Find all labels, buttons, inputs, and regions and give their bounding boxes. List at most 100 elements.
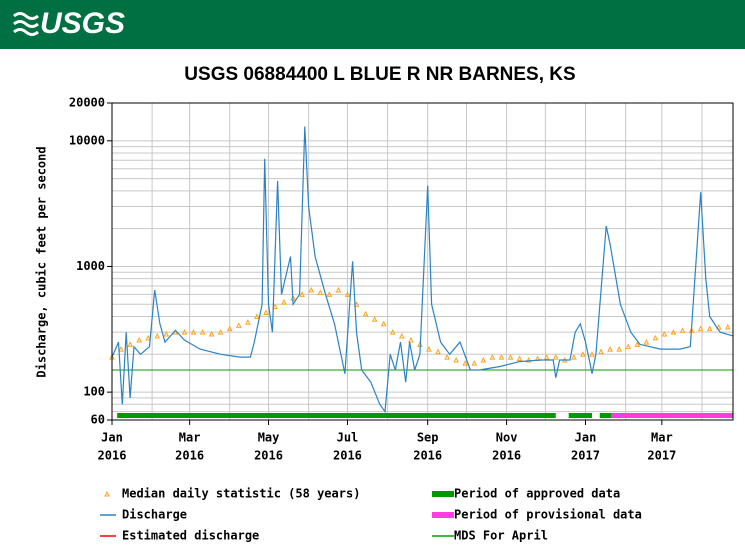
logo-waves bbox=[13, 12, 39, 36]
median-point bbox=[145, 334, 152, 341]
median-point bbox=[344, 291, 351, 297]
median-point bbox=[435, 348, 441, 355]
median-point bbox=[616, 345, 622, 352]
median-point bbox=[516, 355, 523, 362]
median-point bbox=[525, 356, 532, 363]
median-point bbox=[398, 332, 405, 339]
median-point bbox=[199, 329, 206, 335]
x-tick-label: Jul bbox=[337, 431, 359, 445]
median-point bbox=[163, 330, 170, 337]
x-tick-label: Mar bbox=[179, 431, 201, 445]
y-tick-label: 100 bbox=[83, 385, 105, 399]
median-point bbox=[299, 291, 305, 297]
median-point bbox=[489, 353, 496, 360]
median-point bbox=[715, 323, 722, 330]
median-point bbox=[308, 286, 315, 293]
median-point bbox=[670, 329, 677, 335]
x-tick-label: 2016 bbox=[175, 449, 204, 463]
median-point bbox=[154, 332, 161, 339]
median-point bbox=[208, 330, 215, 337]
median-point bbox=[127, 341, 133, 347]
median-point bbox=[598, 348, 604, 355]
period-bar bbox=[117, 413, 556, 418]
y-tick-label: 20000 bbox=[69, 96, 105, 110]
median-point bbox=[190, 329, 197, 335]
plot-frame bbox=[111, 102, 734, 421]
x-tick-label: Mar bbox=[651, 431, 673, 445]
median-point bbox=[706, 325, 713, 332]
x-tick-label: Sep bbox=[417, 431, 439, 445]
legend-label: MDS For April bbox=[454, 529, 548, 543]
median-point bbox=[643, 339, 650, 345]
median-point bbox=[607, 345, 613, 352]
y-tick-label: 60 bbox=[91, 413, 105, 427]
median-point bbox=[507, 353, 514, 360]
median-point bbox=[625, 343, 632, 350]
median-point bbox=[408, 336, 414, 343]
legend-marker bbox=[104, 490, 110, 497]
median-point bbox=[634, 341, 641, 347]
median-point bbox=[281, 299, 287, 305]
median-point bbox=[652, 334, 659, 341]
median-point bbox=[235, 322, 242, 328]
median-point bbox=[226, 325, 233, 332]
median-point bbox=[362, 310, 369, 317]
x-tick-label: 2016 bbox=[98, 449, 127, 463]
median-point bbox=[254, 313, 260, 319]
median-point bbox=[335, 286, 342, 293]
logo-text: USGS bbox=[40, 7, 125, 40]
median-point bbox=[480, 356, 487, 363]
x-tick-label: 2016 bbox=[254, 449, 283, 463]
x-tick-label: Nov bbox=[496, 431, 518, 445]
discharge-line bbox=[111, 126, 734, 414]
median-point bbox=[317, 289, 324, 296]
legend-label: Discharge bbox=[122, 508, 187, 522]
y-tick-label: 10000 bbox=[69, 133, 105, 147]
median-point bbox=[679, 327, 686, 333]
x-tick-label: 2016 bbox=[333, 449, 362, 463]
period-bar bbox=[568, 413, 592, 418]
median-point bbox=[371, 316, 378, 322]
median-point bbox=[571, 353, 577, 360]
period-bar bbox=[599, 413, 612, 418]
x-tick-label: 2017 bbox=[647, 449, 676, 463]
median-point bbox=[389, 329, 396, 335]
median-point bbox=[580, 351, 586, 357]
x-tick-label: Jan bbox=[101, 431, 123, 445]
median-point bbox=[136, 336, 142, 343]
legend-label: Period of approved data bbox=[454, 487, 620, 501]
median-point bbox=[181, 329, 188, 335]
median-point bbox=[326, 291, 333, 297]
median-point bbox=[697, 325, 704, 332]
legend-marker bbox=[432, 512, 454, 518]
median-point bbox=[462, 360, 469, 366]
median-point bbox=[552, 353, 559, 360]
median-point bbox=[661, 330, 668, 337]
median-point bbox=[498, 353, 505, 360]
chart-title: USGS 06884400 L BLUE R NR BARNES, KS bbox=[184, 64, 575, 85]
y-axis-label: Discharge, cubic feet per second bbox=[35, 146, 49, 377]
x-tick-label: May bbox=[258, 431, 280, 445]
period-bar bbox=[611, 413, 733, 418]
median-point bbox=[453, 356, 459, 363]
legend-label: Period of provisional data bbox=[454, 508, 642, 522]
x-tick-label: 2016 bbox=[492, 449, 521, 463]
y-tick-label: 1000 bbox=[76, 259, 105, 273]
median-point bbox=[471, 360, 478, 366]
x-tick-label: 2017 bbox=[571, 449, 600, 463]
median-point bbox=[543, 353, 550, 360]
median-point bbox=[263, 309, 269, 316]
median-point bbox=[118, 345, 124, 352]
header-bar bbox=[0, 0, 745, 49]
median-point bbox=[217, 329, 224, 335]
legend-marker bbox=[432, 491, 454, 497]
median-point bbox=[272, 303, 278, 310]
legend-label: Median daily statistic (58 years) bbox=[122, 487, 360, 501]
median-point bbox=[589, 351, 595, 357]
median-point bbox=[380, 320, 387, 327]
x-tick-label: 2016 bbox=[413, 449, 442, 463]
median-point bbox=[444, 353, 450, 360]
median-point bbox=[245, 319, 251, 325]
